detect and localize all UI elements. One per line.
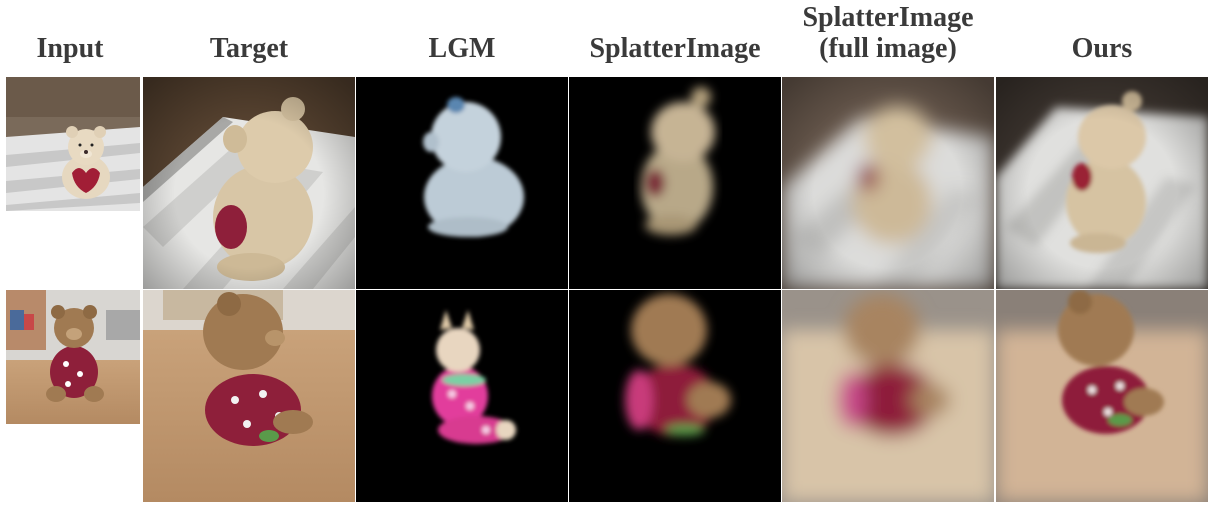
input-image-row2 <box>6 290 140 424</box>
header-target: Target <box>209 33 289 64</box>
target-image-row1 <box>143 77 355 289</box>
lgm-image-row2 <box>356 290 568 502</box>
lgm-image-row1 <box>356 77 568 289</box>
header-splatterimage-full-line2: (full image) <box>819 33 957 64</box>
header-lgm: LGM <box>428 33 496 64</box>
header-input: Input <box>36 33 104 64</box>
header-splatterimage-full: SplatterImage (full image) <box>782 2 994 64</box>
splatterimage-full-image-row2 <box>782 290 994 502</box>
target-image-row2 <box>143 290 355 502</box>
header-splatterimage-full-line1: SplatterImage <box>802 2 974 33</box>
ours-image-row2 <box>996 290 1208 502</box>
ours-image-row1 <box>996 77 1208 289</box>
splatterimage-image-row2 <box>569 290 781 502</box>
splatterimage-image-row1 <box>569 77 781 289</box>
header-ours: Ours <box>1071 33 1133 64</box>
input-image-row1 <box>6 77 140 211</box>
splatterimage-full-image-row1 <box>782 77 994 289</box>
header-splatterimage: SplatterImage <box>589 33 761 64</box>
